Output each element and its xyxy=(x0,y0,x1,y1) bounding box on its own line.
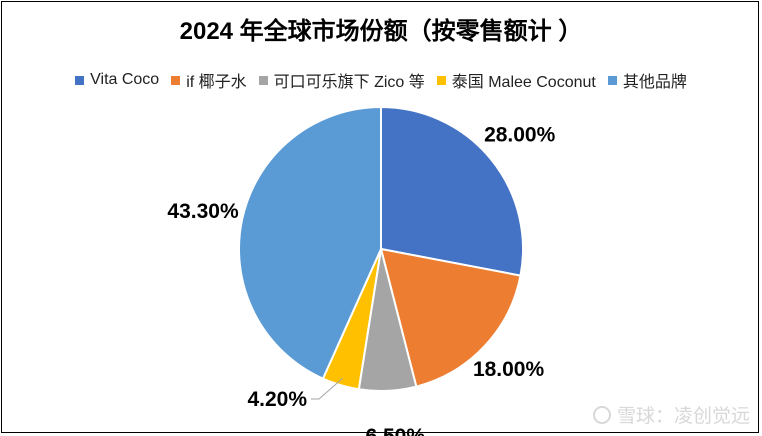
legend-swatch xyxy=(607,75,617,85)
legend-label: 泰国 Malee Coconut xyxy=(451,74,596,91)
data-label: 28.00% xyxy=(484,123,556,146)
pie-slice xyxy=(238,105,382,380)
data-label: 18.00% xyxy=(473,358,545,381)
legend-swatch xyxy=(171,75,181,85)
legend-item-if: if 椰子水 xyxy=(171,68,247,92)
data-label: 6.50% xyxy=(365,425,425,436)
legend-item-vita-coco: Vita Coco xyxy=(75,68,159,92)
chart-title: 2024 年全球市场份额（按零售额计 ） xyxy=(179,18,583,45)
legend-item-others: 其他品牌 xyxy=(607,68,687,92)
snowball-logo-icon xyxy=(592,405,611,424)
legend-item-zico: 可口可乐旗下 Zico 等 xyxy=(258,68,425,92)
legend: Vita Coco if 椰子水 可口可乐旗下 Zico 等 泰国 Malee … xyxy=(0,68,762,92)
data-label: 43.30% xyxy=(167,200,239,223)
legend-label: 可口可乐旗下 Zico 等 xyxy=(273,74,425,91)
watermark-text: 雪球：凌创觉远 xyxy=(616,406,750,427)
legend-item-malee: 泰国 Malee Coconut xyxy=(436,68,596,92)
pie-slice xyxy=(379,247,522,388)
legend-swatch xyxy=(436,75,446,85)
legend-label: if 椰子水 xyxy=(186,74,247,91)
legend-swatch xyxy=(258,75,268,85)
legend-swatch xyxy=(75,75,85,85)
legend-label: 其他品牌 xyxy=(622,74,687,91)
watermark: 雪球：凌创觉远 xyxy=(592,401,750,428)
leader-line xyxy=(311,377,343,400)
data-label: 4.20% xyxy=(247,388,307,411)
legend-label: Vita Coco xyxy=(90,71,160,88)
pie-slice xyxy=(380,105,524,277)
